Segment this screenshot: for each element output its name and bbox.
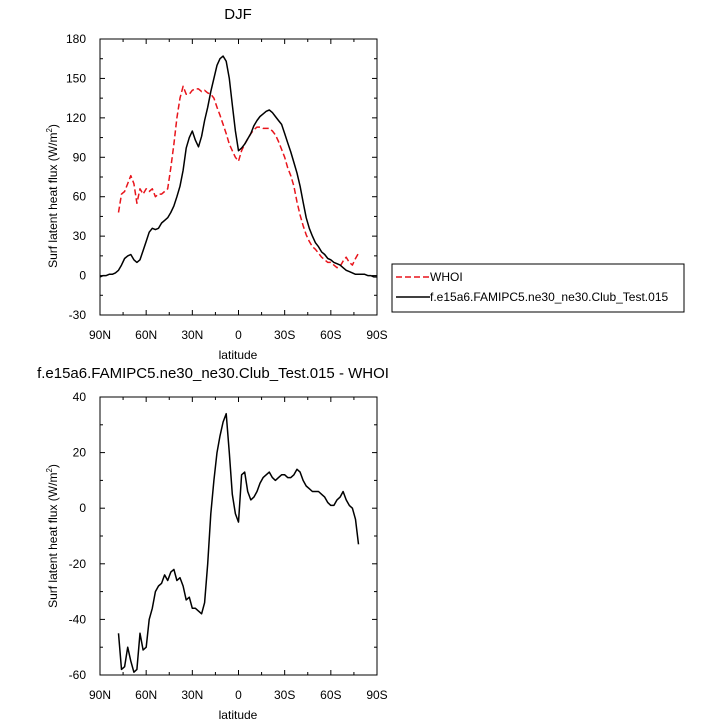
top-y-axis-label: Surf latent heat flux (W/m2) (45, 124, 60, 268)
top-y-tick-label: 150 (66, 71, 86, 85)
top-y-tick-label: -30 (69, 308, 87, 322)
top-y-axis-label-close: ) (46, 124, 60, 128)
top-x-tick-label: 30N (181, 328, 203, 342)
top-y-axis-label-sup: 2 (45, 128, 54, 133)
top-series-line-1 (99, 55, 377, 278)
bottom-x-tick-label: 60N (135, 688, 157, 702)
top-x-tick-label: 0 (235, 328, 242, 342)
legend-label-whoi: WHOI (430, 270, 463, 284)
top-chart-title: DJF (224, 6, 252, 23)
top-series-line-0 (117, 85, 360, 269)
top-x-tick-label: 60S (320, 328, 341, 342)
bottom-y-tick-label: -60 (69, 668, 87, 682)
top-x-tick-label: 60N (135, 328, 157, 342)
bottom-y-tick-label: 0 (79, 501, 86, 515)
top-y-tick-label: 0 (79, 269, 86, 283)
bottom-y-tick-label: -40 (69, 612, 87, 626)
top-x-tick-label: 90S (366, 328, 387, 342)
bottom-series-line-0 (117, 412, 360, 673)
bottom-plot-frame (99, 396, 378, 676)
top-y-tick-label: 30 (73, 229, 87, 243)
bottom-plot-area (99, 396, 378, 676)
bottom-y-axis-ticks: -60 -40 -20 0 20 40 (69, 390, 377, 682)
bottom-x-tick-label: 30N (181, 688, 203, 702)
legend-label-model: f.e15a6.FAMIPC5.ne30_ne30.Club_Test.015 (430, 290, 668, 304)
top-y-tick-label: 120 (66, 111, 86, 125)
bottom-x-tick-label: 30S (274, 688, 295, 702)
bottom-y-tick-label: 40 (73, 390, 87, 404)
top-y-tick-label: 60 (73, 190, 87, 204)
top-y-tick-label: 90 (73, 150, 87, 164)
chart-legend: WHOI f.e15a6.FAMIPC5.ne30_ne30.Club_Test… (391, 263, 685, 313)
bottom-x-axis-ticks: 90N 60N 30N 0 30S 60S 90S (89, 397, 388, 702)
bottom-y-axis-label-main: Surf latent heat flux (W/m (46, 473, 60, 608)
bottom-y-axis-label-close: ) (46, 464, 60, 468)
top-x-axis-ticks: 90N 60N 30N 0 30S 60S 90S (89, 39, 388, 342)
top-y-axis-label-main: Surf latent heat flux (W/m (46, 133, 60, 268)
top-y-tick-label: 180 (66, 32, 86, 46)
top-x-tick-label: 30S (274, 328, 295, 342)
bottom-y-axis-label: Surf latent heat flux (W/m2) (45, 464, 60, 608)
top-y-axis-ticks: -30 0 30 60 90 120 150 180 (66, 32, 377, 322)
bottom-x-tick-label: 90S (366, 688, 387, 702)
top-x-tick-label: 90N (89, 328, 111, 342)
bottom-panel: f.e15a6.FAMIPC5.ne30_ne30.Club_Test.015 … (37, 365, 389, 722)
top-panel: DJF -30 0 30 60 90 120 150 180 90N 60N 30N 0 30S 60S… (45, 6, 685, 362)
bottom-chart-title: f.e15a6.FAMIPC5.ne30_ne30.Club_Test.015 … (37, 365, 389, 382)
bottom-x-axis-label: latitude (219, 708, 258, 722)
bottom-y-tick-label: 20 (73, 446, 87, 460)
bottom-x-tick-label: 60S (320, 688, 341, 702)
top-plot-frame (99, 38, 378, 316)
bottom-x-tick-label: 90N (89, 688, 111, 702)
top-x-axis-label: latitude (219, 348, 258, 362)
bottom-y-axis-label-sup: 2 (45, 468, 54, 473)
legend-box (391, 263, 685, 313)
top-plot-area (99, 38, 378, 316)
bottom-y-tick-label: -20 (69, 557, 87, 571)
bottom-x-tick-label: 0 (235, 688, 242, 702)
